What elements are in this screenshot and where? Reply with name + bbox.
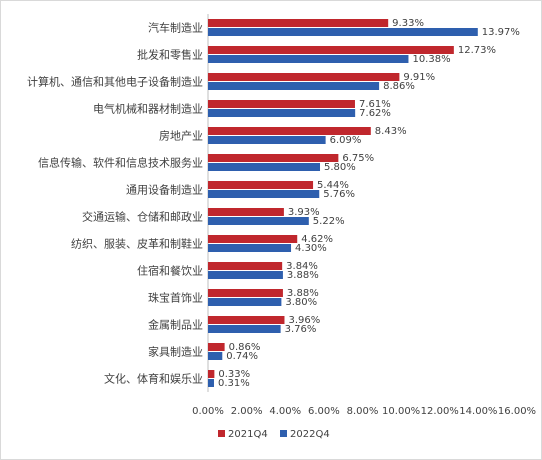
data-label-2022q4: 8.86%: [383, 81, 415, 92]
category-label: 信息传输、软件和信息技术服务业: [38, 156, 203, 170]
bar-2021q4[interactable]: [208, 370, 215, 378]
bar-2022q4[interactable]: [208, 217, 309, 225]
bar-2021q4[interactable]: [208, 181, 314, 189]
category-label: 住宿和餐饮业: [137, 264, 203, 278]
data-label-2021q4: 8.43%: [375, 126, 407, 137]
bar-2022q4[interactable]: [208, 82, 380, 90]
data-label-2021q4: 3.93%: [288, 207, 320, 218]
x-tick-label: 0.00%: [192, 406, 224, 417]
bar-2021q4[interactable]: [208, 208, 284, 216]
legend-label-2021q4: 2021Q4: [228, 429, 268, 440]
legend-swatch-2022q4: [280, 430, 287, 437]
bar-2022q4[interactable]: [208, 190, 320, 198]
data-label-2022q4: 3.80%: [285, 297, 317, 308]
data-label-2022q4: 4.30%: [295, 243, 327, 254]
data-label-2021q4: 0.86%: [229, 342, 261, 353]
category-label: 文化、体育和娱乐业: [104, 372, 203, 386]
data-label-2021q4: 3.88%: [287, 288, 319, 299]
data-label-2021q4: 12.73%: [458, 45, 496, 56]
data-label-2022q4: 7.62%: [359, 108, 391, 119]
bar-2021q4[interactable]: [208, 289, 283, 297]
bar-2021q4[interactable]: [208, 316, 285, 324]
bar-2022q4[interactable]: [208, 28, 478, 36]
bar-2022q4[interactable]: [208, 55, 409, 63]
data-label-2021q4: 4.62%: [301, 234, 333, 245]
x-tick-label: 8.00%: [347, 406, 379, 417]
data-label-2022q4: 0.31%: [218, 378, 250, 389]
data-label-2022q4: 10.38%: [412, 54, 450, 65]
legend-label-2022q4: 2022Q4: [290, 429, 330, 440]
x-tick-label: 2.00%: [231, 406, 263, 417]
data-label-2022q4: 3.88%: [287, 270, 319, 281]
data-label-2022q4: 13.97%: [482, 27, 520, 38]
bar-2022q4[interactable]: [208, 325, 281, 333]
category-label: 珠宝首饰业: [148, 291, 203, 305]
data-label-2022q4: 5.80%: [324, 162, 356, 173]
bar-2022q4[interactable]: [208, 136, 326, 144]
data-label-2021q4: 3.96%: [288, 315, 320, 326]
bar-2021q4[interactable]: [208, 19, 389, 27]
data-label-2021q4: 5.44%: [317, 180, 349, 191]
bar-2022q4[interactable]: [208, 352, 223, 360]
bar-2021q4[interactable]: [208, 262, 283, 270]
data-label-2022q4: 5.22%: [313, 216, 345, 227]
category-label: 电气机械和器材制造业: [93, 102, 203, 116]
bar-2021q4[interactable]: [208, 235, 298, 243]
x-tick-label: 6.00%: [308, 406, 340, 417]
bar-2021q4[interactable]: [208, 343, 225, 351]
data-label-2021q4: 0.33%: [218, 369, 250, 380]
category-label: 房地产业: [159, 129, 203, 143]
bar-2021q4[interactable]: [208, 73, 400, 81]
bar-2021q4[interactable]: [208, 100, 355, 108]
bar-2022q4[interactable]: [208, 379, 214, 387]
data-label-2021q4: 3.84%: [286, 261, 318, 272]
category-label: 交通运输、仓储和邮政业: [82, 210, 203, 224]
category-label: 金属制品业: [148, 318, 203, 332]
data-label-2022q4: 3.76%: [285, 324, 317, 335]
bar-2022q4[interactable]: [208, 298, 282, 306]
category-label: 汽车制造业: [148, 21, 203, 35]
bar-2021q4[interactable]: [208, 127, 371, 135]
data-label-2021q4: 9.33%: [392, 18, 424, 29]
data-label-2022q4: 5.76%: [323, 189, 355, 200]
x-tick-label: 12.00%: [421, 406, 459, 417]
x-tick-label: 10.00%: [382, 406, 420, 417]
data-label-2021q4: 9.91%: [403, 72, 435, 83]
category-label: 计算机、通信和其他电子设备制造业: [27, 75, 203, 89]
bar-2021q4[interactable]: [208, 154, 339, 162]
data-label-2022q4: 6.09%: [330, 135, 362, 146]
x-tick-label: 14.00%: [459, 406, 497, 417]
bar-2021q4[interactable]: [208, 46, 454, 54]
bar-2022q4[interactable]: [208, 109, 356, 117]
data-label-2021q4: 7.61%: [359, 99, 391, 110]
legend-swatch-2021q4: [218, 430, 225, 437]
x-tick-label: 16.00%: [498, 406, 536, 417]
bar-2022q4[interactable]: [208, 244, 292, 252]
category-label: 通用设备制造业: [126, 183, 203, 197]
bar-2022q4[interactable]: [208, 271, 283, 279]
data-label-2022q4: 0.74%: [226, 351, 258, 362]
category-label: 批发和零售业: [137, 48, 203, 62]
x-tick-label: 4.00%: [269, 406, 301, 417]
data-label-2021q4: 6.75%: [342, 153, 374, 164]
category-label: 家具制造业: [148, 345, 203, 359]
bar-2022q4[interactable]: [208, 163, 321, 171]
category-label: 纺织、服装、皮革和制鞋业: [71, 237, 203, 251]
